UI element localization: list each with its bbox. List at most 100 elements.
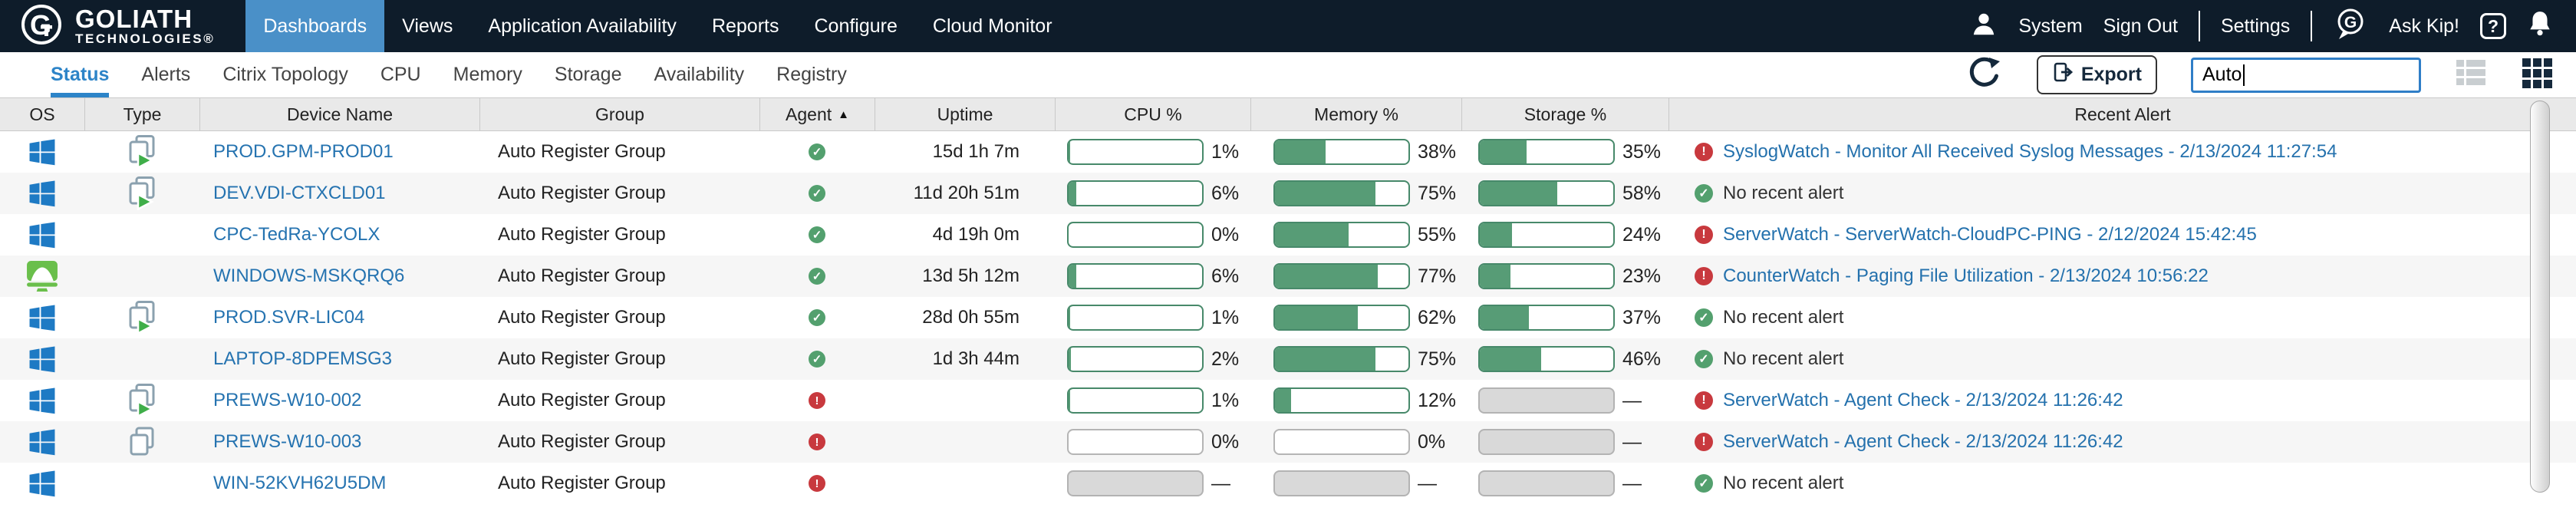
column-header-type[interactable]: Type <box>84 98 199 130</box>
tab-availability[interactable]: Availability <box>654 64 745 85</box>
column-header-cpu[interactable]: CPU % <box>1055 98 1250 130</box>
export-label: Export <box>2080 64 2142 85</box>
tab-status[interactable]: Status <box>51 52 110 97</box>
recent-alert-cell: ✓ No recent alert <box>1668 183 2576 204</box>
table-row: WINDOWS-MSKQRQ6 Auto Register Group ✓ 13d 5… <box>0 256 2576 297</box>
dashboard-toolbar: Status Alerts Citrix Topology CPU Memory… <box>0 52 2576 98</box>
column-header-memory[interactable]: Memory % <box>1250 98 1461 130</box>
vertical-scrollbar[interactable] <box>2530 101 2550 493</box>
search-input[interactable]: Auto <box>2191 57 2421 93</box>
recent-alert-cell: ! CounterWatch - Paging File Utilization … <box>1668 265 2576 287</box>
alert-link[interactable]: SyslogWatch - Monitor All Received Syslo… <box>1723 141 2337 162</box>
table-header: OS Type Device Name Group Agent ▲ Uptime… <box>0 98 2576 131</box>
cpu-bar <box>1067 387 1204 414</box>
group-cell: Auto Register Group <box>498 431 666 452</box>
memory-value: 77% <box>1418 265 1457 287</box>
nav-item-configure[interactable]: Configure <box>814 15 898 37</box>
storage-value: — <box>1622 430 1642 453</box>
uptime-cell: 4d 19h 0m <box>932 224 1020 245</box>
windows-logo-icon <box>29 180 55 207</box>
help-icon[interactable]: ? <box>2480 13 2506 39</box>
alert-ok-text: No recent alert <box>1723 473 1844 493</box>
device-name-link[interactable]: CPC-TedRa-YCOLX <box>213 224 380 245</box>
alert-link[interactable]: ServerWatch - Agent Check - 2/13/2024 11… <box>1723 390 2123 410</box>
device-name-link[interactable]: PREWS-W10-003 <box>213 431 362 452</box>
cpu-bar <box>1067 139 1204 165</box>
published-app-icon <box>129 135 155 169</box>
tab-storage[interactable]: Storage <box>554 64 622 85</box>
group-cell: Auto Register Group <box>498 307 666 328</box>
main-nav: Dashboards Views Application Availabilit… <box>245 0 1069 52</box>
device-name-link[interactable]: WIN-52KVH62U5DM <box>213 473 387 493</box>
cpu-value: 0% <box>1211 223 1240 246</box>
nav-item-application-availability[interactable]: Application Availability <box>488 15 677 37</box>
storage-bar <box>1478 139 1615 165</box>
tab-alerts[interactable]: Alerts <box>141 64 191 85</box>
device-name-link[interactable]: PROD.GPM-PROD01 <box>213 141 394 162</box>
device-name-link[interactable]: PROD.SVR-LIC04 <box>213 307 365 328</box>
column-header-uptime[interactable]: Uptime <box>875 98 1055 130</box>
export-button[interactable]: Export <box>2036 55 2157 94</box>
alert-error-icon: ! <box>1695 391 1713 410</box>
tab-memory[interactable]: Memory <box>453 64 522 85</box>
nav-item-dashboards[interactable]: Dashboards <box>245 0 385 52</box>
group-cell: Auto Register Group <box>498 348 666 369</box>
cloud-pc-icon <box>27 261 58 292</box>
tab-cpu[interactable]: CPU <box>380 64 421 85</box>
os-cell <box>0 220 84 249</box>
column-header-device-name[interactable]: Device Name <box>199 98 479 130</box>
alert-link[interactable]: ServerWatch - Agent Check - 2/13/2024 11… <box>1723 431 2123 452</box>
cpu-bar <box>1067 305 1204 331</box>
nav-item-cloud-monitor[interactable]: Cloud Monitor <box>932 15 1052 37</box>
list-view-icon[interactable] <box>2455 57 2487 93</box>
device-name-link[interactable]: DEV.VDI-CTXCLD01 <box>213 183 386 203</box>
grid-view-icon[interactable] <box>2521 57 2553 93</box>
table-row: DEV.VDI-CTXCLD01 Auto Register Group ✓ 11d … <box>0 173 2576 214</box>
recent-alert-cell: ✓ No recent alert <box>1668 307 2576 328</box>
device-name-cell: DEV.VDI-CTXCLD01 <box>199 183 479 204</box>
column-header-group[interactable]: Group <box>479 98 759 130</box>
column-header-os[interactable]: OS <box>29 104 55 124</box>
cpu-value: 1% <box>1211 140 1240 163</box>
cpu-bar <box>1067 346 1204 372</box>
column-header-recent-alert[interactable]: Recent Alert <box>1668 98 2576 130</box>
alert-link[interactable]: ServerWatch - ServerWatch-CloudPC-PING -… <box>1723 224 2257 245</box>
agent-status-cell: ! <box>759 475 875 492</box>
alert-ok-icon: ✓ <box>1695 474 1713 493</box>
top-nav-bar: G GOLIATH TECHNOLOGIES® Dashboards Views… <box>0 0 2576 52</box>
group-cell: Auto Register Group <box>498 224 666 245</box>
storage-cell: 23% <box>1461 263 1668 289</box>
alert-error-icon: ! <box>1695 226 1713 244</box>
nav-item-views[interactable]: Views <box>402 15 453 37</box>
cpu-value: 0% <box>1211 430 1240 453</box>
tab-registry[interactable]: Registry <box>776 64 847 85</box>
ask-kip-link[interactable]: Ask Kip! <box>2389 15 2459 37</box>
notifications-bell-icon[interactable] <box>2527 10 2553 43</box>
memory-bar <box>1273 346 1410 372</box>
device-name-link[interactable]: WINDOWS-MSKQRQ6 <box>213 265 405 286</box>
alert-link[interactable]: CounterWatch - Paging File Utilization -… <box>1723 265 2209 286</box>
table-row: PROD.SVR-LIC04 Auto Register Group ✓ 28d 0h… <box>0 297 2576 338</box>
windows-logo-icon <box>29 429 55 456</box>
storage-value: 37% <box>1622 306 1662 328</box>
search-value: Auto <box>2202 64 2242 85</box>
refresh-icon[interactable] <box>1966 54 2003 95</box>
cpu-cell: 0% <box>1055 222 1250 248</box>
device-name-link[interactable]: PREWS-W10-002 <box>213 390 362 410</box>
system-link[interactable]: System <box>2018 15 2083 37</box>
agent-status-cell: ! <box>759 434 875 450</box>
alert-error-icon: ! <box>1695 267 1713 285</box>
cpu-value: 2% <box>1211 348 1240 370</box>
alert-error-icon: ! <box>1695 143 1713 161</box>
settings-link[interactable]: Settings <box>2220 15 2291 37</box>
column-header-storage[interactable]: Storage % <box>1461 98 1668 130</box>
nav-item-reports[interactable]: Reports <box>711 15 779 37</box>
column-header-agent[interactable]: Agent ▲ <box>759 98 875 130</box>
tab-citrix-topology[interactable]: Citrix Topology <box>222 64 348 85</box>
storage-bar <box>1478 429 1615 455</box>
goliath-logo-icon: G <box>20 3 63 50</box>
agent-status-cell: ✓ <box>759 226 875 243</box>
sign-out-link[interactable]: Sign Out <box>2103 15 2178 37</box>
device-name-link[interactable]: LAPTOP-8DPEMSG3 <box>213 348 392 369</box>
os-cell <box>0 386 84 415</box>
